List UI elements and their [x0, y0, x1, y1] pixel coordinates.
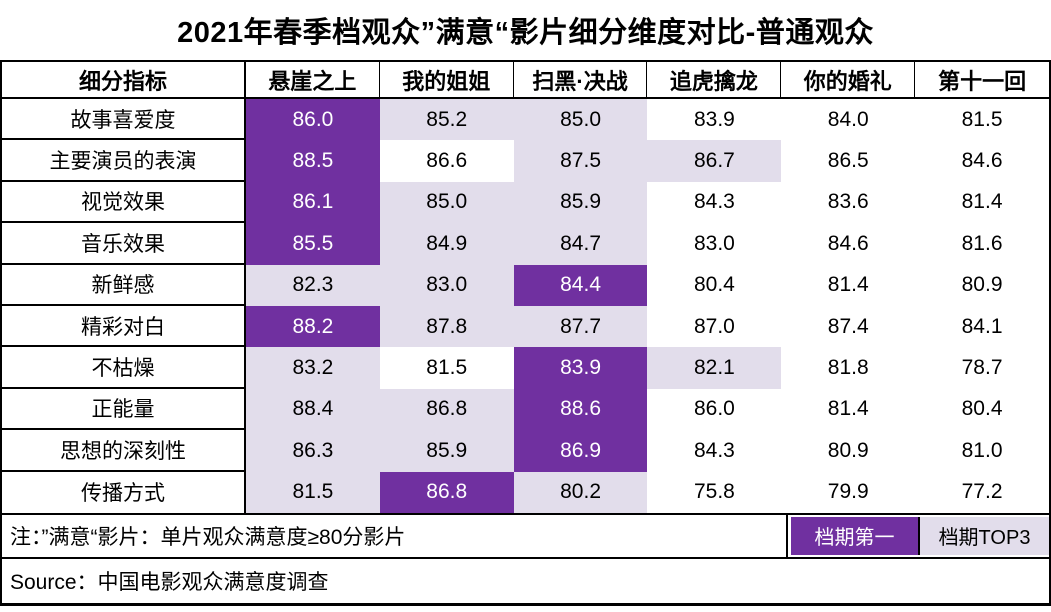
- score-cell: 84.6: [781, 223, 916, 265]
- movie-column-header: 第十一回: [915, 62, 1049, 99]
- movie-column-header: 悬崖之上: [246, 62, 380, 99]
- row-label: 音乐效果: [2, 223, 246, 265]
- score-cell: 81.5: [246, 471, 380, 513]
- row-label: 精彩对白: [2, 305, 246, 348]
- score-cell: 79.9: [781, 471, 916, 513]
- score-cell: 80.4: [915, 388, 1049, 431]
- score-cell: 86.7: [647, 140, 782, 182]
- score-cell: 84.3: [647, 430, 782, 472]
- legend-top3-badge: 档期TOP3: [918, 516, 1049, 555]
- score-cell: 84.3: [647, 181, 782, 224]
- movie-column-header: 追虎擒龙: [647, 62, 782, 99]
- score-cell: 84.0: [781, 99, 916, 141]
- score-cell: 81.8: [781, 347, 916, 389]
- score-cell: 82.3: [246, 264, 380, 306]
- score-cell: 81.5: [379, 347, 514, 389]
- score-cell: 86.8: [379, 471, 514, 513]
- row-label: 传播方式: [2, 471, 246, 513]
- score-cell: 85.5: [246, 223, 380, 265]
- row-label: 思想的深刻性: [2, 430, 246, 472]
- row-label: 主要演员的表演: [2, 140, 246, 182]
- score-cell: 85.9: [513, 181, 648, 224]
- row-label: 不枯燥: [2, 347, 246, 389]
- score-cell: 86.3: [246, 430, 380, 472]
- movie-column-header: 我的姐姐: [379, 62, 514, 99]
- score-cell: 87.8: [379, 305, 514, 348]
- score-cell: 83.0: [647, 223, 782, 265]
- score-cell: 88.2: [246, 305, 380, 348]
- score-cell: 82.1: [647, 347, 782, 389]
- score-cell: 87.4: [781, 305, 916, 348]
- score-cell: 88.5: [246, 140, 380, 182]
- score-cell: 85.0: [513, 99, 648, 141]
- row-label: 正能量: [2, 388, 246, 431]
- row-label: 新鲜感: [2, 264, 246, 306]
- score-cell: 84.9: [379, 223, 514, 265]
- score-cell: 80.2: [513, 471, 648, 513]
- score-cell: 75.8: [647, 471, 782, 513]
- indicator-column-header: 细分指标: [2, 62, 246, 99]
- score-cell: 83.6: [781, 181, 916, 224]
- score-cell: 81.6: [915, 223, 1049, 265]
- row-label: 故事喜爱度: [2, 99, 246, 141]
- score-cell: 86.0: [647, 388, 782, 431]
- source-row: Source：中国电影观众满意度调查: [2, 559, 1049, 603]
- score-cell: 87.5: [513, 140, 648, 182]
- score-cell: 88.4: [246, 388, 380, 431]
- score-cell: 83.9: [647, 99, 782, 141]
- score-cell: 88.6: [513, 388, 648, 431]
- row-label: 视觉效果: [2, 181, 246, 224]
- score-cell: 83.0: [379, 264, 514, 306]
- score-cell: 84.4: [513, 264, 648, 306]
- score-cell: 86.0: [246, 99, 380, 141]
- score-cell: 85.9: [379, 430, 514, 472]
- score-cell: 83.9: [513, 347, 648, 389]
- score-cell: 78.7: [915, 347, 1049, 389]
- movie-column-header: 你的婚礼: [781, 62, 916, 99]
- score-cell: 86.1: [246, 181, 380, 224]
- score-cell: 81.4: [781, 388, 916, 431]
- legend: 档期第一 档期TOP3: [788, 515, 1049, 557]
- chart-title: 2021年春季档观众”满意“影片细分维度对比-普通观众: [177, 17, 874, 49]
- score-cell: 80.9: [781, 430, 916, 472]
- legend-first-badge: 档期第一: [791, 516, 918, 555]
- score-table: 细分指标 悬崖之上 我的姐姐 扫黑·决战 追虎擒龙 你的婚礼 第十一回 故事喜爱度 86.0 85…: [2, 62, 1049, 513]
- table-frame: 细分指标 悬崖之上 我的姐姐 扫黑·决战 追虎擒龙 你的婚礼 第十一回 故事喜爱度 86.0 85…: [0, 60, 1051, 606]
- score-cell: 81.4: [915, 181, 1049, 224]
- source-text: Source：中国电影观众满意度调查: [10, 570, 329, 594]
- score-cell: 87.7: [513, 305, 648, 348]
- score-cell: 86.9: [513, 430, 648, 472]
- score-cell: 85.2: [379, 99, 514, 141]
- score-cell: 81.4: [781, 264, 916, 306]
- score-cell: 80.4: [647, 264, 782, 306]
- score-cell: 86.8: [379, 388, 514, 431]
- score-cell: 87.0: [647, 305, 782, 348]
- note-row: 注：”满意“影片：单片观众满意度≥80分影片 档期第一 档期TOP3: [2, 512, 1049, 559]
- movie-column-header: 扫黑·决战: [513, 62, 648, 99]
- score-cell: 84.7: [513, 223, 648, 265]
- score-cell: 84.1: [915, 305, 1049, 348]
- score-cell: 81.5: [915, 99, 1049, 141]
- score-cell: 86.5: [781, 140, 916, 182]
- note-text: 注：”满意“影片：单片观众满意度≥80分影片: [2, 514, 788, 557]
- score-cell: 80.9: [915, 264, 1049, 306]
- score-cell: 77.2: [915, 471, 1049, 513]
- score-cell: 81.0: [915, 430, 1049, 472]
- score-cell: 84.6: [915, 140, 1049, 182]
- score-cell: 83.2: [246, 347, 380, 389]
- score-cell: 85.0: [379, 181, 514, 224]
- score-cell: 86.6: [379, 140, 514, 182]
